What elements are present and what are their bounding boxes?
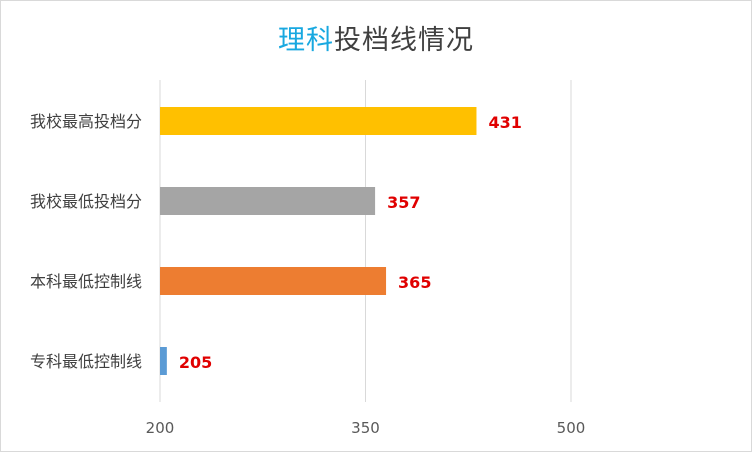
x-tick-label-500: 500: [557, 419, 586, 437]
data-label-1: 431: [488, 113, 521, 132]
bar-1: [160, 107, 477, 135]
bar-2: [160, 187, 376, 215]
chart-title-highlight: 理科: [278, 25, 334, 56]
chart-title: 理科投档线情况: [0, 18, 752, 57]
data-label-2: 357: [387, 193, 420, 212]
chart-title-rest: 投档线情况: [334, 25, 474, 56]
data-label-3: 365: [398, 273, 431, 292]
category-label-3: 本科最低控制线: [30, 272, 142, 291]
bar-3: [160, 267, 387, 295]
category-label-4: 专科最低控制线: [30, 352, 142, 371]
bar-4: [160, 347, 167, 375]
x-tick-label-350: 350: [351, 419, 380, 437]
data-label-4: 205: [179, 353, 212, 372]
category-label-1: 我校最高投档分: [30, 112, 142, 131]
x-tick-label-200: 200: [146, 419, 175, 437]
category-label-2: 我校最低投档分: [30, 192, 142, 211]
